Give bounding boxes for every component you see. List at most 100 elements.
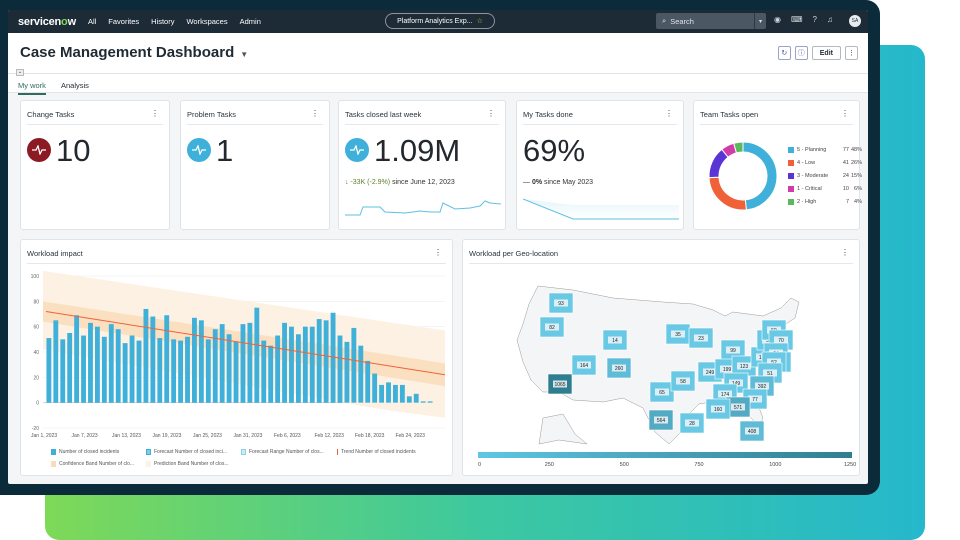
nav-admin[interactable]: Admin — [239, 17, 261, 26]
bar[interactable] — [295, 334, 301, 403]
bar[interactable] — [337, 335, 343, 403]
donut-slice[interactable] — [708, 176, 747, 211]
bar[interactable] — [60, 339, 66, 403]
edit-button[interactable]: Edit — [811, 46, 841, 60]
star-icon[interactable]: ☆ — [476, 18, 483, 25]
legend-item[interactable]: 4 - Low 41 26% — [788, 157, 862, 170]
bar[interactable] — [192, 317, 197, 403]
bar[interactable] — [164, 315, 170, 403]
chat-icon[interactable]: ⌨ — [790, 15, 803, 24]
nav-history[interactable]: History — [151, 17, 175, 26]
bar[interactable] — [94, 326, 100, 403]
bar[interactable] — [101, 336, 107, 403]
bar[interactable] — [275, 335, 281, 403]
bar[interactable] — [372, 373, 378, 403]
bar[interactable] — [261, 340, 267, 403]
bar[interactable] — [122, 343, 128, 403]
bar[interactable] — [406, 396, 412, 403]
card-menu-icon[interactable]: ⋮ — [434, 248, 442, 257]
bar[interactable] — [282, 322, 287, 403]
card-menu-icon[interactable]: ⋮ — [311, 109, 319, 118]
card-menu-icon[interactable]: ⋮ — [665, 109, 673, 118]
problem-tasks-card[interactable]: Problem Tasks ⋮ 1 — [180, 100, 330, 230]
bar[interactable] — [365, 360, 371, 403]
workload-impact-card[interactable]: Workload impact ⋮ 100 80 60 40 20 0 -20 Jan 1, … — [20, 239, 453, 476]
bell-icon[interactable]: ♫ — [826, 15, 833, 24]
servicenow-logo[interactable]: servicenow — [18, 15, 76, 28]
change-tasks-card[interactable]: Change Tasks ⋮ 10 — [20, 100, 170, 230]
bar[interactable] — [108, 324, 114, 403]
bar[interactable] — [212, 329, 218, 403]
bar[interactable] — [420, 401, 426, 403]
dashboard-title[interactable]: Case Management Dashboard ▼ — [20, 44, 248, 61]
legend-item[interactable]: 3 - Moderate 24 15% — [788, 170, 862, 183]
bar[interactable] — [88, 322, 93, 403]
bar[interactable] — [386, 382, 391, 403]
bar[interactable] — [316, 319, 322, 403]
bar[interactable] — [427, 401, 433, 403]
chevron-down-icon[interactable]: ▼ — [240, 50, 249, 59]
bar[interactable] — [226, 334, 232, 403]
legend-item[interactable]: Forecast Range Number of clos... — [241, 449, 324, 455]
card-menu-icon[interactable]: ⋮ — [841, 248, 849, 257]
bar[interactable] — [115, 329, 121, 403]
bar[interactable] — [330, 312, 336, 403]
bar[interactable] — [198, 320, 204, 403]
my-tasks-card[interactable]: My Tasks done ⋮ 69% — 0% since May 2023 — [516, 100, 684, 230]
geo-workload-card[interactable]: Workload per Geo-location ⋮ 93 82 1065 14 164… — [462, 239, 860, 476]
bar[interactable] — [67, 333, 73, 403]
donut-slice[interactable] — [742, 141, 778, 211]
help-icon[interactable]: ? — [812, 15, 817, 24]
bar[interactable] — [233, 341, 239, 403]
avatar[interactable]: SA — [849, 15, 861, 27]
legend-item[interactable]: Trend Number of closed incidents — [337, 449, 416, 455]
more-options-button[interactable]: ⋮ — [845, 46, 858, 60]
bar[interactable] — [247, 322, 253, 403]
bar[interactable] — [150, 316, 156, 403]
legend-item[interactable]: Confidence Band Number of clo... — [51, 461, 134, 467]
search-input[interactable]: ⌕ Search ▾ — [656, 13, 766, 29]
tasks-closed-card[interactable]: Tasks closed last week ⋮ 1.09M ↓ -33K (-2… — [338, 100, 506, 230]
legend-item[interactable]: 1 - Critical 10 6% — [788, 182, 862, 195]
bar[interactable] — [205, 339, 211, 403]
tab-my-work[interactable]: My work — [18, 81, 46, 95]
bar[interactable] — [219, 324, 225, 403]
bar[interactable] — [393, 384, 398, 403]
card-menu-icon[interactable]: ⋮ — [487, 109, 495, 118]
bar[interactable] — [302, 326, 308, 403]
bar[interactable] — [46, 338, 52, 403]
bar[interactable] — [268, 345, 274, 403]
legend-item[interactable]: Forecast Number of closed inci... — [146, 449, 227, 455]
bar[interactable] — [178, 340, 184, 403]
bar[interactable] — [379, 384, 385, 403]
bar[interactable] — [81, 335, 86, 403]
collapse-toggle[interactable]: ⌄ — [16, 69, 24, 76]
card-menu-icon[interactable]: ⋮ — [841, 109, 849, 118]
bar[interactable] — [351, 327, 357, 403]
legend-item[interactable]: 5 - Planning 77 48% — [788, 144, 862, 157]
card-menu-icon[interactable]: ⋮ — [151, 109, 159, 118]
bar[interactable] — [413, 393, 419, 403]
bar[interactable] — [240, 324, 246, 403]
donut-slice[interactable] — [733, 141, 744, 154]
bar[interactable] — [323, 320, 329, 403]
bar[interactable] — [399, 384, 405, 403]
legend-item[interactable]: Prediction Band Number of clos... — [146, 461, 228, 467]
search-scope-dropdown[interactable]: ▾ — [754, 13, 766, 29]
bar[interactable] — [157, 338, 163, 403]
bar[interactable] — [254, 307, 260, 403]
bar[interactable] — [344, 341, 350, 403]
nav-workspaces[interactable]: Workspaces — [186, 17, 228, 26]
bar[interactable] — [309, 326, 315, 403]
bar[interactable] — [358, 345, 364, 403]
nav-favorites[interactable]: Favorites — [108, 17, 140, 26]
bar[interactable] — [143, 308, 149, 403]
bar[interactable] — [74, 315, 80, 403]
bar[interactable] — [171, 339, 177, 403]
tab-analysis[interactable]: Analysis — [61, 81, 89, 90]
bar[interactable] — [185, 336, 190, 403]
refresh-button[interactable]: ↻ — [777, 46, 791, 60]
legend-item[interactable]: Number of closed incidents — [51, 449, 119, 455]
info-button[interactable]: ⓘ — [794, 46, 808, 60]
workspace-pill[interactable]: Platform Analytics Exp... ☆ — [385, 13, 495, 29]
